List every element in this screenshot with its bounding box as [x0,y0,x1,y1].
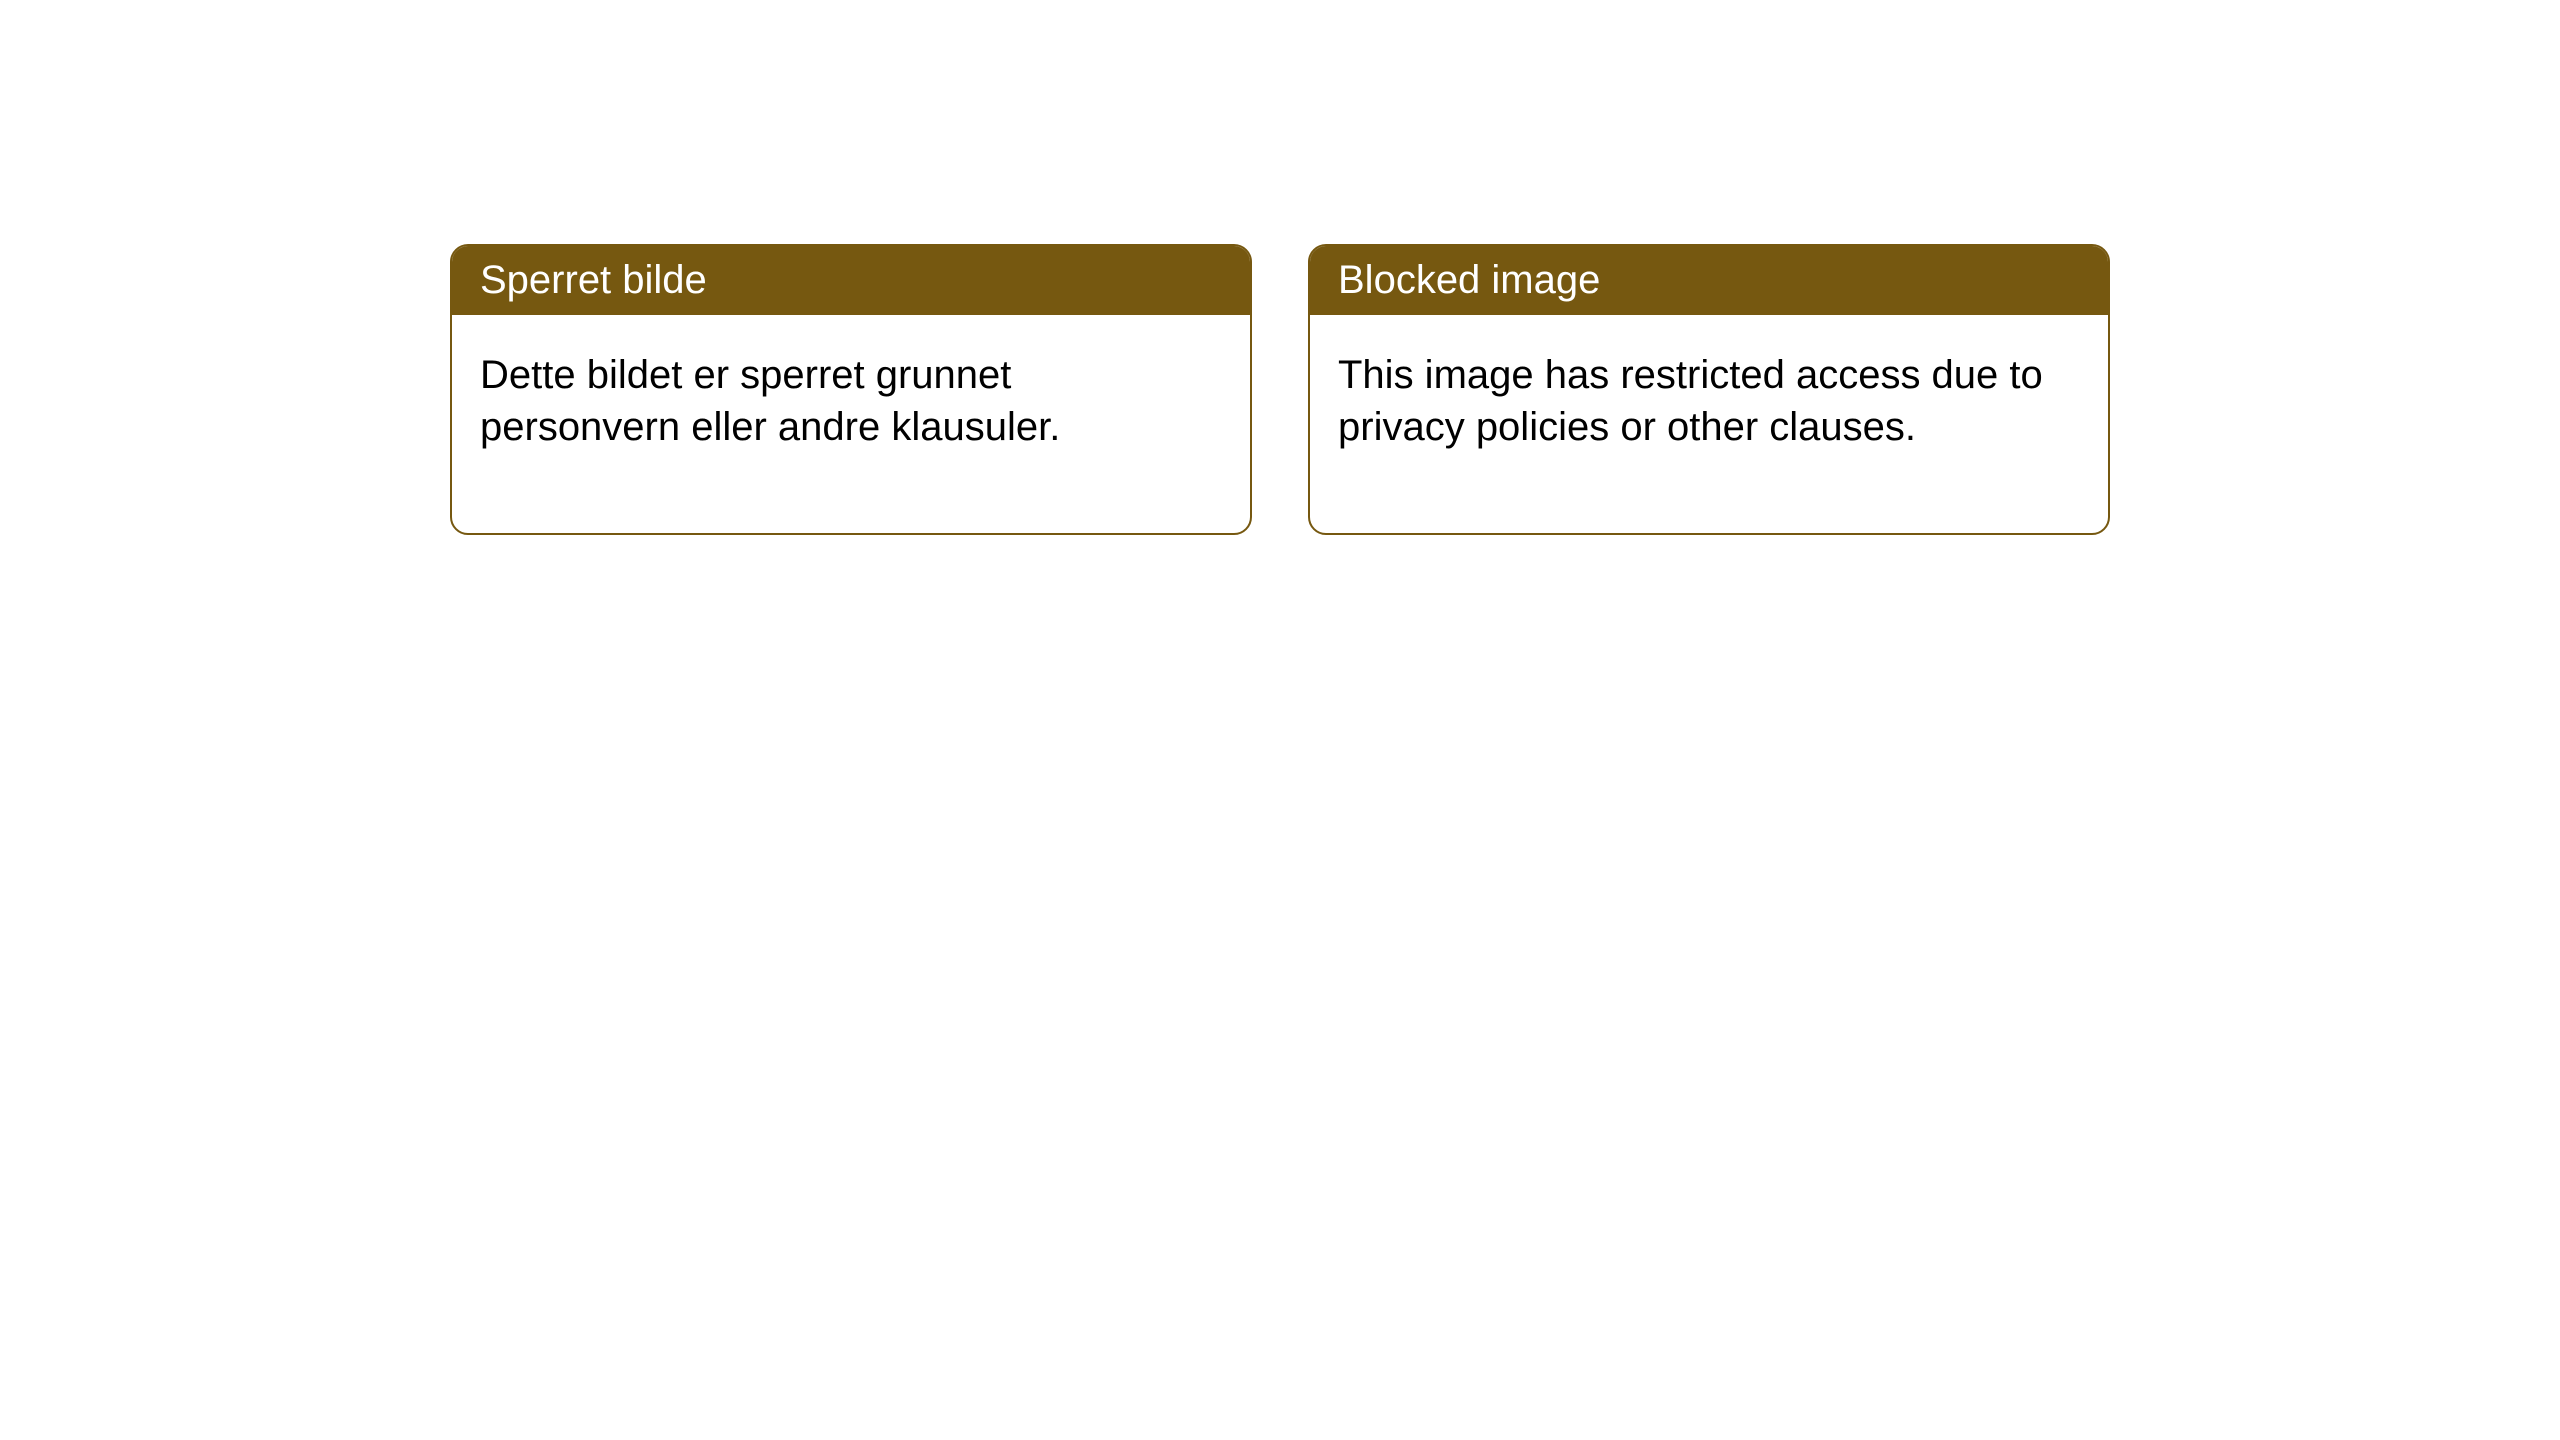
notice-body-text: This image has restricted access due to … [1338,353,2043,449]
notice-card-body: This image has restricted access due to … [1310,315,2108,533]
notice-container: Sperret bilde Dette bildet er sperret gr… [450,244,2110,535]
notice-card-body: Dette bildet er sperret grunnet personve… [452,315,1250,533]
notice-title: Blocked image [1338,258,1600,302]
notice-card-header: Blocked image [1310,246,2108,315]
notice-card-no: Sperret bilde Dette bildet er sperret gr… [450,244,1252,535]
notice-body-text: Dette bildet er sperret grunnet personve… [480,353,1060,449]
notice-title: Sperret bilde [480,258,707,302]
notice-card-en: Blocked image This image has restricted … [1308,244,2110,535]
notice-card-header: Sperret bilde [452,246,1250,315]
